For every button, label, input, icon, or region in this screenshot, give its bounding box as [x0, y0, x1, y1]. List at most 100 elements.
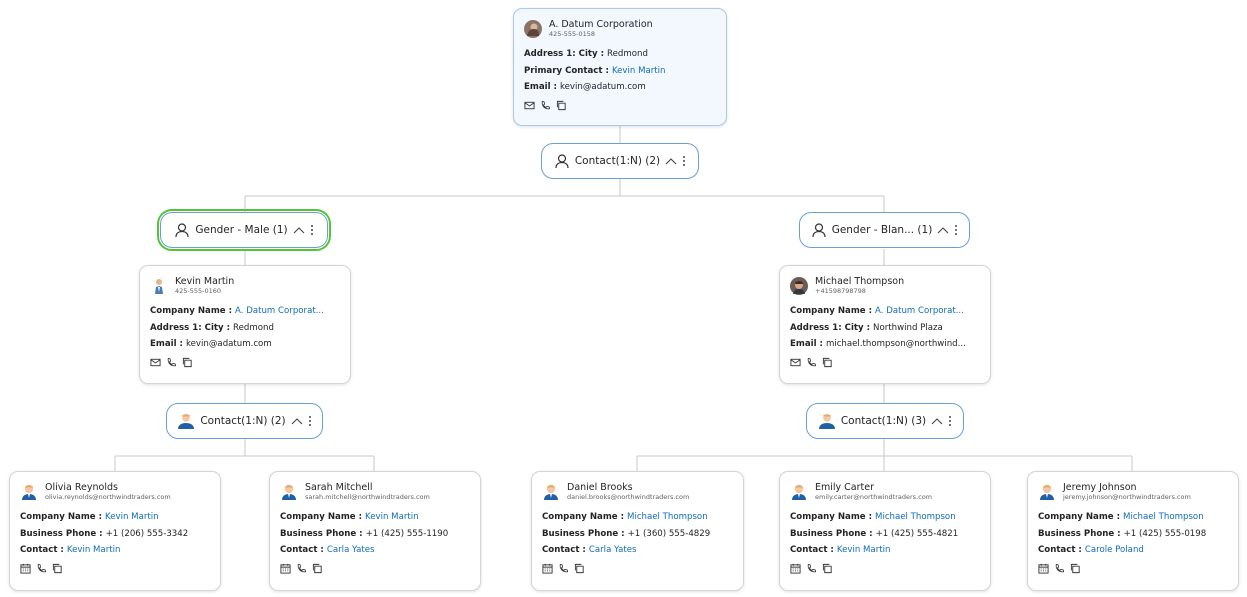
mail-action[interactable] [790, 357, 801, 368]
avatar [524, 20, 542, 38]
card-header: Emily Carter emily.carter@northwindtrader… [790, 481, 980, 503]
cal-action[interactable] [280, 563, 291, 574]
doc-action[interactable] [312, 563, 323, 574]
field-value: Redmond [607, 49, 648, 59]
record-card[interactable]: Emily Carter emily.carter@northwindtrader… [779, 471, 991, 591]
field-row: Contact : Kevin Martin [790, 542, 980, 559]
field-row: Contact : Carla Yates [280, 542, 470, 559]
field-label: Contact : [280, 545, 324, 555]
field-value[interactable]: Kevin Martin [836, 545, 891, 555]
field-value: michael.thompson@northwind... [825, 339, 966, 349]
phone-action[interactable] [166, 357, 177, 368]
field-value: +1 (425) 555-1190 [365, 528, 449, 539]
group-node[interactable]: Contact(1:N) (2) [166, 403, 323, 439]
card-title: Daniel Brooks [567, 482, 633, 493]
field-row: Company Name : A. Datum Corporat... [150, 303, 340, 320]
collapse-toggle[interactable] [665, 157, 677, 165]
collapse-toggle[interactable] [931, 417, 943, 425]
field-value: Northwind Plaza [873, 322, 943, 333]
field-label: Address 1: City : [790, 322, 871, 333]
collapse-toggle[interactable] [291, 417, 303, 425]
more-menu[interactable] [682, 155, 686, 167]
more-menu[interactable] [954, 224, 958, 236]
field-label: Address 1: City : [150, 322, 231, 333]
card-actions [524, 100, 716, 111]
group-node[interactable]: Contact(1:N) (3) [806, 403, 964, 439]
mail-action[interactable] [150, 357, 161, 368]
card-header: A. Datum Corporation 425-555-0158 [524, 18, 716, 40]
field-value[interactable]: Carla Yates [588, 545, 637, 555]
field-value[interactable]: Carole Poland [1084, 545, 1144, 555]
field-label: Company Name : [20, 512, 103, 522]
doc-action[interactable] [52, 563, 63, 574]
phone-action[interactable] [558, 563, 569, 574]
field-value[interactable]: Michael Thompson [875, 512, 956, 522]
card-actions [280, 563, 470, 574]
field-value[interactable]: Kevin Martin [66, 545, 121, 555]
card-heading: Olivia Reynolds olivia.reynolds@northwind… [45, 482, 171, 502]
doc-action[interactable] [1070, 563, 1081, 574]
phone-action[interactable] [806, 357, 817, 368]
field-value[interactable]: Michael Thompson [627, 512, 708, 522]
more-menu[interactable] [310, 224, 314, 236]
field-value[interactable]: Carla Yates [326, 545, 375, 555]
field-value: +1 (425) 555-4821 [875, 528, 959, 539]
card-actions [542, 563, 733, 574]
cal-action[interactable] [20, 563, 31, 574]
record-card[interactable]: Michael Thompson +41598798798 Company Name… [779, 265, 991, 384]
phone-action[interactable] [806, 563, 817, 574]
card-header: Jeremy Johnson jeremy.johnson@northwindtr… [1038, 481, 1228, 503]
field-label: Address 1: City : [524, 49, 605, 59]
cal-action[interactable] [790, 563, 801, 574]
field-value[interactable]: Kevin Martin [105, 512, 159, 522]
cal-action[interactable] [542, 563, 553, 574]
card-actions [790, 563, 980, 574]
collapse-toggle[interactable] [293, 226, 305, 234]
phone-action[interactable] [36, 563, 47, 574]
avatar [544, 484, 558, 500]
card-heading: Michael Thompson +41598798798 [815, 276, 904, 296]
field-label: Contact : [20, 545, 64, 555]
mail-action[interactable] [524, 100, 535, 111]
record-card[interactable]: Kevin Martin 425-555-0160 Company Name : A.… [139, 265, 351, 384]
doc-action[interactable] [182, 357, 193, 368]
group-label: Gender - Male (1) [195, 224, 288, 236]
doc-action[interactable] [822, 357, 833, 368]
record-card[interactable]: A. Datum Corporation 425-555-0158 Address … [513, 8, 727, 126]
collapse-toggle[interactable] [937, 226, 949, 234]
group-node[interactable]: Gender - Blan... (1) [799, 212, 970, 248]
card-heading: Kevin Martin 425-555-0160 [175, 276, 234, 296]
field-value: +1 (206) 555-3342 [105, 528, 189, 539]
field-label: Contact : [542, 545, 586, 555]
cal-action[interactable] [1038, 563, 1049, 574]
field-label: Business Phone : [20, 528, 103, 539]
field-label: Business Phone : [280, 528, 363, 539]
more-menu[interactable] [948, 415, 952, 427]
group-node[interactable]: Contact(1:N) (2) [541, 143, 699, 179]
phone-action[interactable] [540, 100, 551, 111]
record-card[interactable]: Sarah Mitchell sarah.mitchell@northwindtr… [269, 471, 481, 591]
record-card[interactable]: Jeremy Johnson jeremy.johnson@northwindtr… [1027, 471, 1239, 591]
field-value[interactable]: A. Datum Corporat... [875, 306, 964, 316]
field-value[interactable]: Michael Thompson [1123, 512, 1204, 522]
field-value[interactable]: A. Datum Corporat... [235, 306, 324, 316]
record-card[interactable]: Daniel Brooks daniel.brooks@northwindtrad… [531, 471, 744, 591]
field-value[interactable]: Kevin Martin [365, 512, 419, 522]
doc-action[interactable] [574, 563, 585, 574]
field-row: Address 1: City : Redmond [150, 320, 340, 337]
more-menu[interactable] [308, 415, 312, 427]
card-actions [150, 357, 340, 368]
card-title: Olivia Reynolds [45, 482, 118, 493]
group-node[interactable]: Gender - Male (1) [157, 209, 331, 251]
card-title: Kevin Martin [175, 276, 235, 287]
field-value[interactable]: Kevin Martin [611, 65, 666, 76]
record-card[interactable]: Olivia Reynolds olivia.reynolds@northwind… [9, 471, 221, 591]
card-actions [1038, 563, 1228, 574]
group-label: Gender - Blan... (1) [831, 224, 933, 236]
doc-action[interactable] [822, 563, 833, 574]
doc-action[interactable] [556, 100, 567, 111]
phone-action[interactable] [1054, 563, 1065, 574]
card-subtitle: jeremy.johnson@northwindtraders.com [1063, 493, 1191, 501]
phone-action[interactable] [296, 563, 307, 574]
